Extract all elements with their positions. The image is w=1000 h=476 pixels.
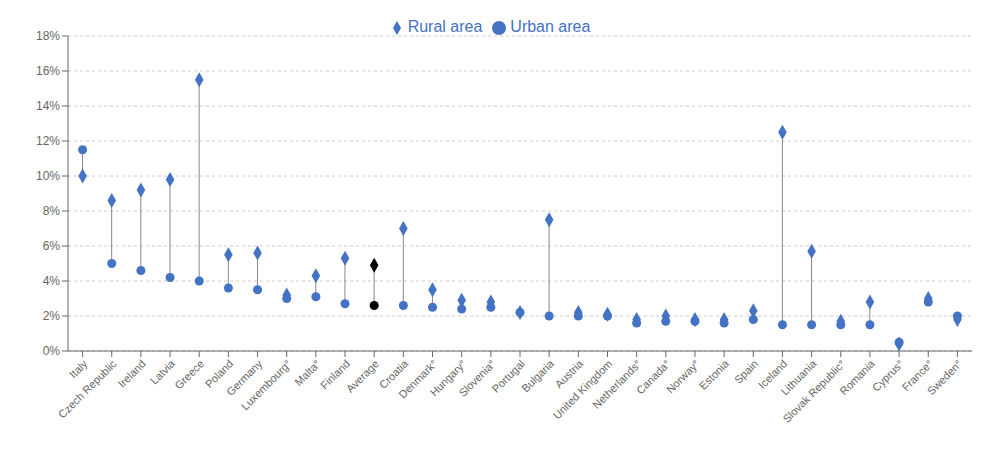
- html-text:Rural area: Rural area: [407, 18, 483, 35]
- svg-text:Malta°: Malta°: [292, 357, 323, 389]
- svg-text:France°: France°: [899, 357, 936, 394]
- svg-text:6%: 6%: [43, 239, 61, 253]
- svg-text:Denmark°: Denmark°: [396, 357, 440, 401]
- svg-text:Canada°: Canada°: [633, 357, 673, 397]
- svg-text:Finland: Finland: [318, 357, 352, 392]
- svg-text:12%: 12%: [36, 134, 60, 148]
- svg-text:10%: 10%: [36, 169, 60, 183]
- svg-text:16%: 16%: [36, 64, 60, 78]
- svg-text:Bulgaria: Bulgaria: [519, 357, 557, 395]
- svg-text:Lithuania: Lithuania: [778, 357, 819, 398]
- svg-text:Sweden°: Sweden°: [925, 357, 965, 397]
- svg-text:2%: 2%: [43, 309, 61, 323]
- svg-text:18%: 18%: [36, 29, 60, 43]
- svg-text:Slovak Republic°: Slovak Republic°: [780, 357, 847, 424]
- svg-text:Netherlands°: Netherlands°: [590, 357, 644, 411]
- svg-text:Estonia: Estonia: [697, 357, 732, 392]
- svg-text:Austria: Austria: [552, 357, 586, 391]
- svg-text:Germany: Germany: [224, 357, 265, 398]
- svg-text:0%: 0%: [43, 344, 61, 358]
- svg-text:Norway°: Norway°: [664, 357, 702, 395]
- svg-text:United Kingdom: United Kingdom: [550, 357, 615, 422]
- svg-text:Average: Average: [344, 357, 381, 394]
- html-text:Urban area: Urban area: [510, 18, 591, 35]
- svg-text:Greece: Greece: [172, 357, 206, 391]
- svg-text:Ireland: Ireland: [116, 357, 148, 389]
- svg-text:Portugal: Portugal: [489, 357, 527, 395]
- svg-text:Croatia: Croatia: [376, 357, 411, 391]
- svg-text:Czech Republic: Czech Republic: [56, 357, 119, 420]
- svg-text:Luxembourg°: Luxembourg°: [239, 357, 294, 412]
- svg-text:14%: 14%: [36, 99, 60, 113]
- svg-text:Slovenia°: Slovenia°: [456, 357, 497, 398]
- svg-text:Spain: Spain: [731, 357, 761, 386]
- svg-text:Italy: Italy: [67, 357, 90, 380]
- svg-text:Poland: Poland: [202, 357, 236, 391]
- svg-text:Latvia: Latvia: [147, 357, 177, 387]
- svg-text:4%: 4%: [43, 274, 61, 288]
- svg-text:Romania: Romania: [837, 357, 877, 397]
- svg-text:Iceland: Iceland: [755, 357, 790, 391]
- svg-text:Cyprus°: Cyprus°: [870, 357, 906, 393]
- svg-text:Hungary°: Hungary°: [427, 357, 469, 399]
- svg-text:8%: 8%: [43, 204, 61, 218]
